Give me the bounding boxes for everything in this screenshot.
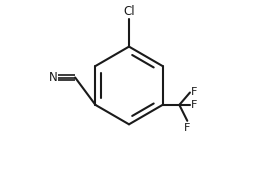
- Text: F: F: [191, 87, 197, 97]
- Text: F: F: [191, 100, 197, 110]
- Text: F: F: [184, 123, 190, 133]
- Text: N: N: [49, 71, 58, 84]
- Text: Cl: Cl: [123, 5, 135, 18]
